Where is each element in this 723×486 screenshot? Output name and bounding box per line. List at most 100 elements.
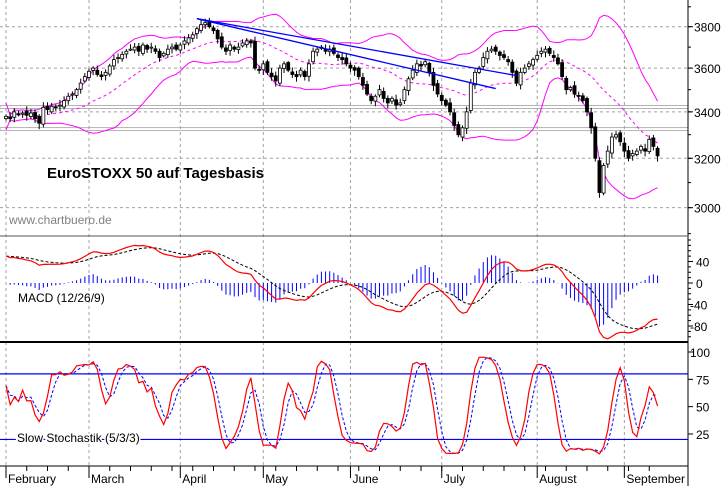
candle	[543, 48, 548, 53]
candle	[28, 112, 33, 117]
candle	[174, 44, 179, 50]
candle	[161, 52, 166, 57]
candle	[87, 70, 91, 78]
candle	[203, 22, 208, 26]
candle	[356, 67, 361, 78]
candle	[473, 71, 477, 86]
candle	[572, 85, 577, 95]
candle	[282, 63, 286, 69]
candle	[443, 99, 448, 106]
candle	[427, 63, 432, 73]
candle	[390, 98, 394, 102]
candle	[153, 48, 158, 52]
candle	[502, 54, 506, 58]
candle	[452, 112, 457, 126]
candle	[448, 102, 452, 113]
candle	[82, 76, 87, 82]
candle	[240, 42, 245, 47]
candles	[4, 17, 660, 198]
macd-tick-label: -80	[690, 320, 708, 334]
candle	[626, 150, 631, 159]
horizontal-level	[0, 127, 689, 132]
candle	[132, 46, 137, 51]
candle	[190, 34, 195, 39]
candle	[45, 106, 50, 111]
candle	[149, 46, 154, 49]
candle	[460, 127, 465, 138]
candle	[414, 63, 419, 73]
macd-label: MACD (12/26/9)	[18, 291, 105, 305]
candle	[107, 65, 112, 75]
candle	[477, 67, 482, 73]
candle	[522, 67, 527, 73]
candle	[589, 112, 594, 129]
candle	[74, 89, 79, 96]
candle	[651, 137, 656, 147]
candle	[580, 95, 585, 102]
candle	[406, 78, 411, 91]
candle	[481, 57, 486, 67]
candle	[410, 69, 415, 79]
candle	[58, 104, 62, 107]
candle	[294, 74, 299, 78]
candle	[12, 111, 17, 118]
candle	[527, 63, 531, 67]
candle	[394, 99, 399, 106]
candle	[269, 72, 274, 78]
candle	[614, 134, 618, 138]
stochastic-tick-label: 25	[696, 428, 710, 442]
candle	[199, 24, 203, 31]
candle	[514, 70, 519, 84]
chart-title: EuroSTOXX 50 auf Tagesbasis	[47, 165, 264, 182]
candle	[41, 106, 46, 125]
candle	[253, 40, 257, 69]
candle	[194, 28, 199, 34]
candle	[655, 147, 660, 157]
candle	[365, 84, 369, 95]
candle	[302, 71, 307, 78]
candle	[224, 47, 228, 52]
candle	[601, 165, 606, 194]
candle	[311, 50, 316, 63]
candle	[8, 116, 13, 120]
candle	[145, 45, 150, 50]
candle	[556, 57, 560, 65]
candle	[128, 48, 133, 51]
candle	[219, 36, 224, 48]
candle	[506, 59, 511, 63]
trendline	[196, 18, 517, 77]
candle	[518, 71, 523, 86]
month-label: July	[444, 472, 465, 486]
candle	[535, 55, 540, 60]
candle	[273, 75, 278, 82]
candle	[369, 95, 374, 102]
stochastic-d-line	[5, 356, 658, 454]
macd-tick-label: 40	[696, 256, 710, 270]
candle	[352, 67, 357, 71]
candle	[257, 68, 262, 71]
candle	[286, 62, 291, 71]
candle	[70, 93, 75, 96]
candle	[136, 45, 141, 52]
candle	[290, 71, 295, 75]
candle	[593, 126, 598, 159]
candle	[348, 64, 353, 69]
candle	[377, 89, 382, 96]
candle	[248, 40, 253, 44]
stochastic-label: Slow Stochastik (5/3/3)	[17, 431, 140, 445]
candle	[112, 59, 116, 67]
candle	[37, 115, 42, 124]
stochastic-tick-label: 50	[696, 401, 710, 415]
macd-tick-label: 0	[696, 277, 703, 291]
candle	[261, 63, 266, 71]
candle	[20, 112, 25, 115]
candle	[307, 63, 311, 77]
candle	[618, 132, 623, 143]
candle	[182, 40, 187, 45]
stochastic-tick-label: 75	[696, 373, 710, 387]
candle	[236, 46, 241, 51]
macd-tick-label: -40	[690, 299, 708, 313]
candle	[373, 95, 378, 102]
month-label: May	[265, 472, 288, 486]
